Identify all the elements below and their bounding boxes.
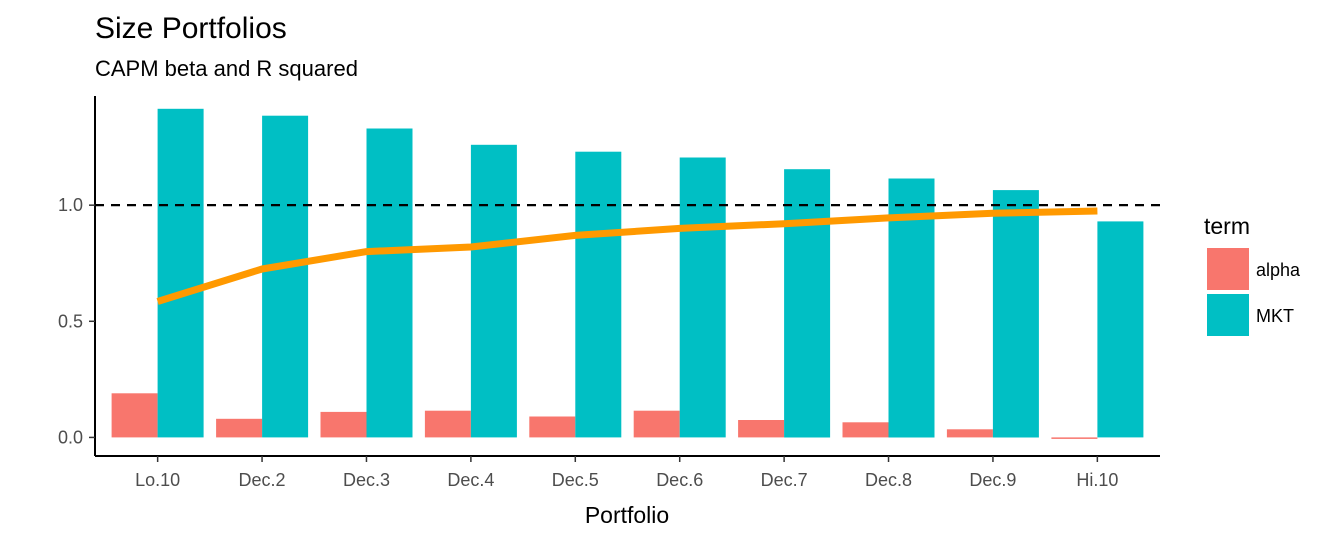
legend-title: term — [1204, 213, 1250, 239]
chart-title: Size Portfolios — [95, 12, 287, 45]
x-tick-label: Dec.7 — [761, 470, 808, 490]
y-tick-label: 0.5 — [58, 311, 83, 331]
x-tick-label: Dec.8 — [865, 470, 912, 490]
x-axis-title: Portfolio — [585, 502, 669, 528]
bar-alpha-dec2 — [216, 418, 263, 438]
bar-mkt-dec5 — [575, 151, 622, 438]
x-tick-label: Hi.10 — [1076, 470, 1118, 490]
bar-mkt-dec9 — [992, 190, 1039, 438]
bar-mkt-dec6 — [679, 157, 726, 438]
bar-mkt-dec2 — [262, 115, 309, 438]
y-tick-label: 0.0 — [58, 427, 83, 447]
legend-key-mkt — [1207, 294, 1249, 336]
plot-area — [95, 108, 1160, 439]
bar-alpha-dec3 — [320, 411, 367, 438]
chart-subtitle: CAPM beta and R squared — [95, 56, 358, 81]
x-tick-label: Lo.10 — [135, 470, 180, 490]
bar-mkt-dec7 — [784, 169, 831, 438]
bar-alpha-lo10 — [111, 393, 158, 438]
bar-alpha-dec8 — [842, 422, 889, 438]
bar-mkt-dec8 — [888, 178, 935, 438]
x-tick-label: Dec.6 — [656, 470, 703, 490]
x-tick-label: Dec.3 — [343, 470, 390, 490]
legend-label-alpha: alpha — [1256, 260, 1301, 280]
legend: term alpha MKT — [1204, 213, 1301, 336]
bar-mkt-lo10 — [157, 108, 204, 438]
bar-mkt-dec4 — [470, 144, 517, 438]
bar-alpha-hi10 — [1051, 437, 1098, 439]
bar-alpha-dec4 — [424, 410, 471, 438]
y-axis: 0.0 0.5 1.0 — [58, 195, 95, 447]
bar-alpha-dec6 — [633, 410, 680, 438]
bar-alpha-dec7 — [738, 420, 785, 438]
r-squared-line — [156, 207, 1098, 305]
x-tick-label: Dec.9 — [969, 470, 1016, 490]
x-tick-label: Dec.4 — [447, 470, 494, 490]
bar-alpha-dec5 — [529, 416, 576, 438]
legend-key-alpha — [1207, 248, 1249, 290]
x-axis: Lo.10 Dec.2 Dec.3 Dec.4 Dec.5 Dec.6 Dec.7 Dec.8… — [135, 456, 1118, 490]
x-tick-label: Dec.5 — [552, 470, 599, 490]
y-tick-label: 1.0 — [58, 195, 83, 215]
legend-label-mkt: MKT — [1256, 306, 1294, 326]
bar-alpha-dec9 — [946, 429, 993, 438]
bar-mkt-hi10 — [1097, 221, 1144, 438]
bar-mkt-dec3 — [366, 128, 413, 438]
x-tick-label: Dec.2 — [239, 470, 286, 490]
